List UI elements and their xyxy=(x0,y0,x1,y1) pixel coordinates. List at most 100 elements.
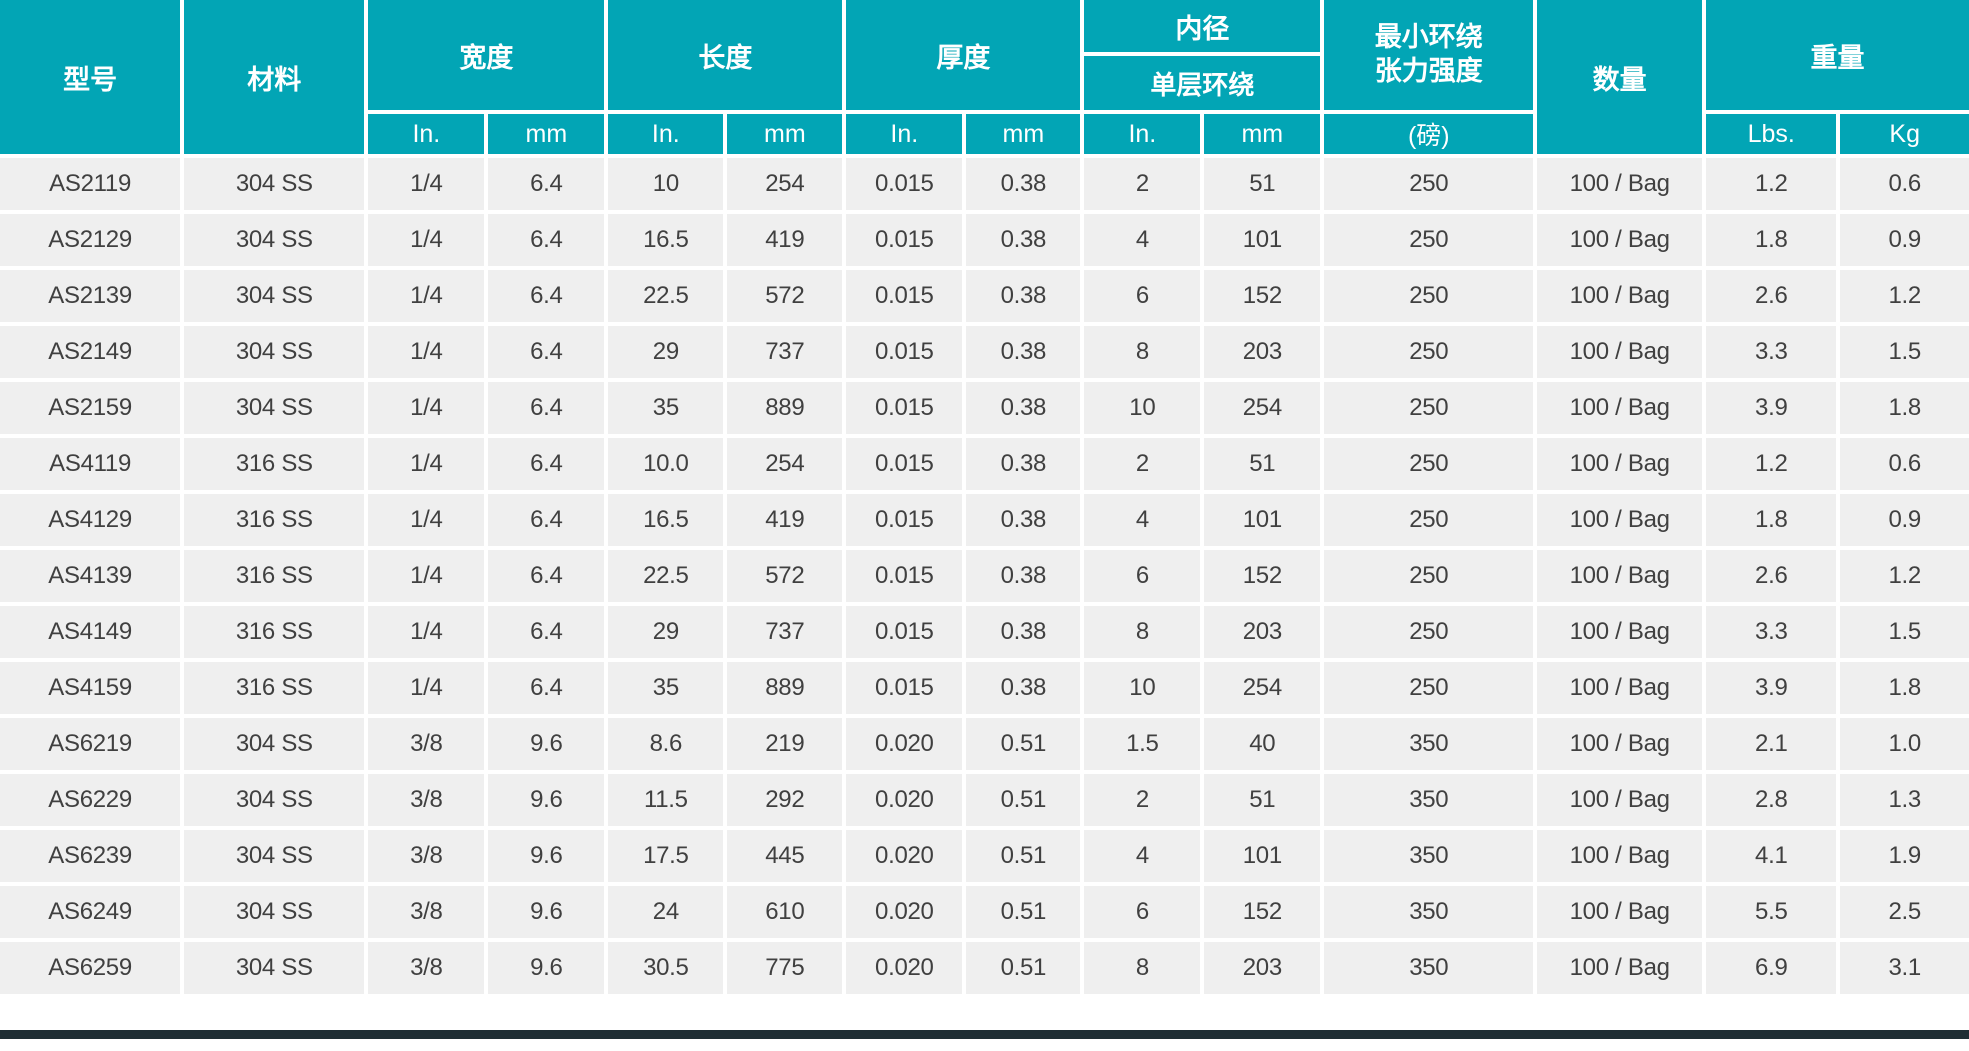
cell-id-mm: 152 xyxy=(1204,550,1321,602)
spec-table: 型号 材料 宽度 长度 厚度 内径 最小环绕 张力强度 数量 重量 单层环绕 xyxy=(0,0,1969,994)
cell-quantity: 100 / Bag xyxy=(1537,158,1703,210)
cell-id-in: 2 xyxy=(1084,774,1201,826)
bottom-edge-bar xyxy=(0,1030,1969,1039)
cell-quantity: 100 / Bag xyxy=(1537,718,1703,770)
cell-thickness-in: 0.015 xyxy=(846,662,963,714)
cell-id-mm: 101 xyxy=(1204,214,1321,266)
cell-id-mm: 40 xyxy=(1204,718,1321,770)
cell-width-in: 1/4 xyxy=(368,662,485,714)
cell-material: 304 SS xyxy=(184,270,365,322)
header-width-in: In. xyxy=(368,114,485,154)
table-row: AS4129 316 SS 1/4 6.4 16.5 419 0.015 0.3… xyxy=(0,494,1969,546)
cell-model: AS2119 xyxy=(0,158,181,210)
table-row: AS6219 304 SS 3/8 9.6 8.6 219 0.020 0.51… xyxy=(0,718,1969,770)
cell-thickness-mm: 0.38 xyxy=(966,382,1081,434)
cell-model: AS6219 xyxy=(0,718,181,770)
cell-thickness-in: 0.020 xyxy=(846,774,963,826)
cell-width-in: 3/8 xyxy=(368,774,485,826)
cell-material: 304 SS xyxy=(184,942,365,994)
cell-strength-lbs: 250 xyxy=(1324,662,1534,714)
table-row: AS2119 304 SS 1/4 6.4 10 254 0.015 0.38 … xyxy=(0,158,1969,210)
cell-width-mm: 9.6 xyxy=(488,830,605,882)
cell-weight-lbs: 6.9 xyxy=(1706,942,1837,994)
cell-material: 304 SS xyxy=(184,718,365,770)
cell-length-mm: 419 xyxy=(727,214,843,266)
cell-thickness-in: 0.015 xyxy=(846,438,963,490)
cell-model: AS4119 xyxy=(0,438,181,490)
cell-length-mm: 610 xyxy=(727,886,843,938)
table-row: AS4119 316 SS 1/4 6.4 10.0 254 0.015 0.3… xyxy=(0,438,1969,490)
cell-id-mm: 51 xyxy=(1204,774,1321,826)
cell-strength-lbs: 250 xyxy=(1324,438,1534,490)
cell-strength-lbs: 250 xyxy=(1324,550,1534,602)
cell-length-mm: 775 xyxy=(727,942,843,994)
cell-weight-lbs: 1.8 xyxy=(1706,494,1837,546)
cell-quantity: 100 / Bag xyxy=(1537,830,1703,882)
cell-width-mm: 9.6 xyxy=(488,774,605,826)
cell-length-in: 35 xyxy=(608,662,724,714)
cell-id-in: 6 xyxy=(1084,270,1201,322)
cell-length-mm: 737 xyxy=(727,606,843,658)
cell-width-in: 3/8 xyxy=(368,942,485,994)
cell-strength-lbs: 350 xyxy=(1324,774,1534,826)
cell-thickness-in: 0.015 xyxy=(846,270,963,322)
cell-material: 316 SS xyxy=(184,438,365,490)
cell-material: 304 SS xyxy=(184,382,365,434)
cell-weight-kg: 1.5 xyxy=(1840,326,1969,378)
header-thickness-in: In. xyxy=(846,114,963,154)
cell-strength-lbs: 350 xyxy=(1324,886,1534,938)
header-model: 型号 xyxy=(0,0,181,154)
cell-length-in: 24 xyxy=(608,886,724,938)
table-row: AS2139 304 SS 1/4 6.4 22.5 572 0.015 0.3… xyxy=(0,270,1969,322)
table-row: AS6229 304 SS 3/8 9.6 11.5 292 0.020 0.5… xyxy=(0,774,1969,826)
cell-material: 304 SS xyxy=(184,774,365,826)
cell-length-in: 29 xyxy=(608,326,724,378)
cell-model: AS2139 xyxy=(0,270,181,322)
cell-id-in: 10 xyxy=(1084,382,1201,434)
cell-thickness-mm: 0.51 xyxy=(966,830,1081,882)
cell-weight-lbs: 1.8 xyxy=(1706,214,1837,266)
header-weight-kg: Kg xyxy=(1840,114,1969,154)
cell-model: AS2129 xyxy=(0,214,181,266)
cell-width-in: 3/8 xyxy=(368,718,485,770)
cell-id-in: 2 xyxy=(1084,158,1201,210)
cell-length-in: 16.5 xyxy=(608,494,724,546)
table-row: AS4159 316 SS 1/4 6.4 35 889 0.015 0.38 … xyxy=(0,662,1969,714)
cell-width-mm: 6.4 xyxy=(488,494,605,546)
cell-weight-kg: 0.6 xyxy=(1840,158,1969,210)
cell-weight-kg: 1.3 xyxy=(1840,774,1969,826)
cell-strength-lbs: 250 xyxy=(1324,606,1534,658)
header-length-mm: mm xyxy=(727,114,843,154)
cell-id-in: 10 xyxy=(1084,662,1201,714)
cell-thickness-in: 0.020 xyxy=(846,886,963,938)
spec-table-wrap: 型号 材料 宽度 长度 厚度 内径 最小环绕 张力强度 数量 重量 单层环绕 xyxy=(0,0,1969,994)
cell-material: 304 SS xyxy=(184,886,365,938)
cell-weight-lbs: 5.5 xyxy=(1706,886,1837,938)
cell-weight-kg: 1.8 xyxy=(1840,382,1969,434)
cell-model: AS6259 xyxy=(0,942,181,994)
cell-quantity: 100 / Bag xyxy=(1537,606,1703,658)
cell-id-in: 6 xyxy=(1084,886,1201,938)
cell-id-in: 4 xyxy=(1084,830,1201,882)
cell-weight-kg: 1.5 xyxy=(1840,606,1969,658)
cell-length-mm: 889 xyxy=(727,662,843,714)
cell-weight-lbs: 1.2 xyxy=(1706,438,1837,490)
cell-id-mm: 203 xyxy=(1204,942,1321,994)
cell-thickness-mm: 0.38 xyxy=(966,606,1081,658)
cell-id-mm: 51 xyxy=(1204,438,1321,490)
cell-width-mm: 9.6 xyxy=(488,718,605,770)
cell-width-mm: 6.4 xyxy=(488,606,605,658)
cell-width-in: 1/4 xyxy=(368,438,485,490)
table-row: AS2129 304 SS 1/4 6.4 16.5 419 0.015 0.3… xyxy=(0,214,1969,266)
cell-weight-lbs: 2.6 xyxy=(1706,270,1837,322)
cell-weight-kg: 2.5 xyxy=(1840,886,1969,938)
cell-weight-kg: 1.0 xyxy=(1840,718,1969,770)
cell-model: AS4139 xyxy=(0,550,181,602)
cell-width-in: 1/4 xyxy=(368,382,485,434)
cell-strength-lbs: 250 xyxy=(1324,158,1534,210)
cell-width-mm: 6.4 xyxy=(488,214,605,266)
cell-length-in: 22.5 xyxy=(608,550,724,602)
cell-id-mm: 51 xyxy=(1204,158,1321,210)
cell-width-mm: 6.4 xyxy=(488,550,605,602)
cell-width-in: 1/4 xyxy=(368,158,485,210)
